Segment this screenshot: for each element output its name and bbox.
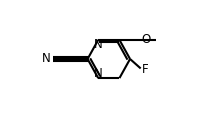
Text: N: N xyxy=(94,67,103,80)
Text: N: N xyxy=(94,38,103,51)
Text: N: N xyxy=(42,53,51,65)
Text: O: O xyxy=(142,33,151,46)
Text: F: F xyxy=(142,63,148,76)
